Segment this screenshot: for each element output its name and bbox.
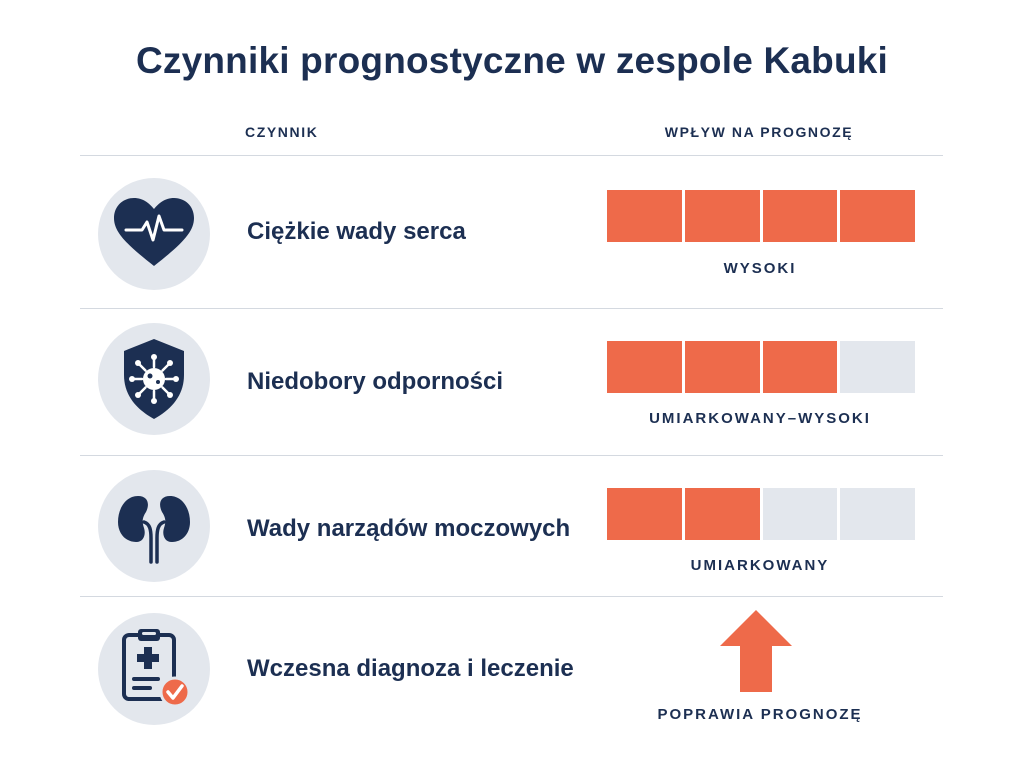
impact-segment-filled bbox=[684, 341, 760, 393]
factor-label: Wczesna diagnoza i leczenie bbox=[247, 655, 574, 682]
heart-pulse-icon bbox=[114, 198, 194, 266]
arrow-up-icon bbox=[720, 610, 792, 692]
clipboard-check-icon bbox=[122, 629, 191, 708]
impact-segment-filled bbox=[607, 341, 682, 393]
factor-row-immunity: Niedobory odporności UMIARKOWANY–WYSOKI bbox=[0, 309, 1024, 455]
column-header-factor: CZYNNIK bbox=[245, 124, 319, 140]
impact-bar bbox=[607, 341, 915, 393]
divider bbox=[80, 155, 943, 156]
icon-circle bbox=[98, 613, 210, 725]
impact-bar bbox=[607, 190, 915, 242]
divider bbox=[80, 455, 943, 456]
factor-row-heart: Ciężkie wady serca WYSOKI bbox=[0, 156, 1024, 308]
impact-segment-filled bbox=[684, 190, 760, 242]
icon-circle bbox=[98, 323, 210, 435]
impact-label: UMIARKOWANY bbox=[690, 557, 830, 574]
divider bbox=[80, 308, 943, 309]
factor-row-early-diagnosis: Wczesna diagnoza i leczenie POPRAWIA PRO… bbox=[0, 597, 1024, 768]
impact-segment-empty bbox=[840, 488, 915, 540]
impact-segment-filled bbox=[607, 190, 682, 242]
impact-segment-filled bbox=[684, 488, 760, 540]
icon-circle bbox=[98, 178, 210, 290]
factor-label: Niedobory odporności bbox=[247, 368, 504, 395]
shield-virus-icon bbox=[124, 339, 184, 419]
impact-segment-filled bbox=[607, 488, 682, 540]
impact-segment-empty bbox=[840, 341, 915, 393]
factor-row-urinary: Wady narządów moczowych UMIARKOWANY bbox=[0, 456, 1024, 596]
impact-segment-empty bbox=[762, 488, 838, 540]
impact-segment-filled bbox=[840, 190, 915, 242]
icon-circle bbox=[98, 470, 210, 582]
column-header-impact: WPŁYW NA PROGNOZĘ bbox=[664, 124, 854, 140]
divider bbox=[80, 596, 943, 597]
page-title: Czynniki prognostyczne w zespole Kabuki bbox=[135, 40, 889, 81]
impact-bar bbox=[607, 488, 915, 540]
impact-label: WYSOKI bbox=[723, 260, 797, 277]
impact-segment-filled bbox=[762, 341, 838, 393]
kidneys-icon bbox=[118, 496, 190, 564]
factor-label: Wady narządów moczowych bbox=[247, 515, 571, 542]
impact-segment-filled bbox=[762, 190, 838, 242]
impact-label: UMIARKOWANY–WYSOKI bbox=[649, 410, 871, 427]
factor-label: Ciężkie wady serca bbox=[247, 218, 466, 245]
impact-label: POPRAWIA PROGNOZĘ bbox=[657, 706, 863, 723]
